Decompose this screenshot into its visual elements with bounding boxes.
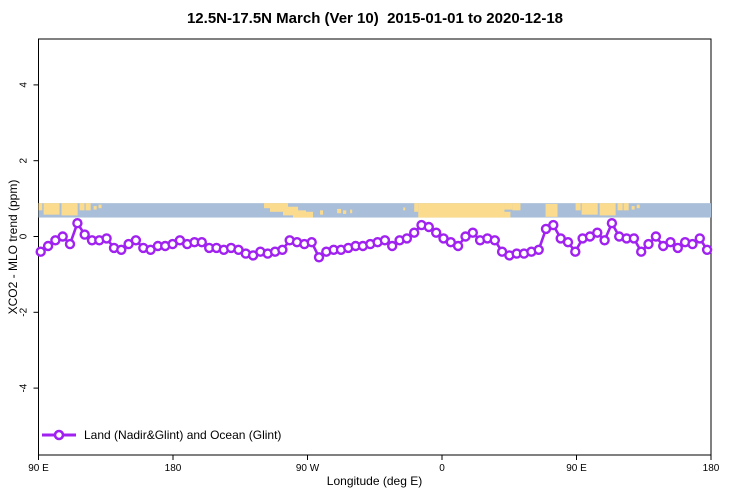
data-point xyxy=(130,235,142,246)
land-segment xyxy=(418,203,505,218)
data-point xyxy=(548,219,559,231)
land-segment xyxy=(403,207,406,211)
y-tick-label: 0 xyxy=(19,233,30,239)
legend-marker-icon xyxy=(42,429,76,441)
data-point xyxy=(599,235,610,246)
land-segment xyxy=(414,203,419,212)
data-point xyxy=(636,246,647,257)
data-point xyxy=(35,246,46,257)
data-point xyxy=(562,236,574,248)
land-segment xyxy=(61,203,78,216)
land-segment xyxy=(98,204,102,209)
land-segment xyxy=(504,203,513,210)
data-point xyxy=(409,227,420,238)
land-segment xyxy=(504,211,511,218)
land-segment xyxy=(581,203,598,215)
land-segment xyxy=(512,203,521,211)
x-tick-label: 180 xyxy=(703,463,720,474)
data-point xyxy=(467,227,478,238)
x-tick-label: 180 xyxy=(165,463,182,474)
y-axis-label: XCO2 - MLO trend (ppm) xyxy=(6,179,20,315)
legend-label: Land (Nadir&Glint) and Ocean (Glint) xyxy=(84,428,282,442)
data-point xyxy=(701,244,713,256)
land-segment xyxy=(264,203,272,209)
x-tick-label: 90 E xyxy=(28,463,49,474)
x-tick-label: 90 E xyxy=(566,463,587,474)
data-point xyxy=(489,235,500,246)
data-point xyxy=(643,238,654,250)
land-segment xyxy=(320,210,324,215)
data-point xyxy=(606,217,618,229)
data-point xyxy=(57,231,68,242)
data-point xyxy=(570,246,581,257)
data-point xyxy=(313,252,325,263)
data-point xyxy=(196,236,208,248)
legend: Land (Nadir&Glint) and Ocean (Glint) xyxy=(40,428,281,442)
land-segment xyxy=(545,203,558,217)
ocean-band xyxy=(38,203,711,218)
data-point xyxy=(379,235,391,246)
y-tick-label: 2 xyxy=(19,157,30,163)
data-point xyxy=(116,244,127,256)
data-point xyxy=(431,227,442,238)
x-tick-label: 90 W xyxy=(296,463,320,474)
land-segment xyxy=(631,206,635,210)
land-segment xyxy=(623,203,629,211)
land-segment xyxy=(636,204,640,209)
data-point xyxy=(79,229,90,240)
land-segment xyxy=(43,203,60,215)
data-point xyxy=(277,244,288,256)
data-point xyxy=(423,221,434,233)
land-segment xyxy=(343,210,347,214)
data-point xyxy=(401,233,413,244)
x-axis-label: Longitude (deg E) xyxy=(326,474,423,488)
data-point xyxy=(628,233,640,244)
y-tick-label: 4 xyxy=(19,82,30,88)
land-segment xyxy=(85,203,91,211)
chart-title: 12.5N-17.5N March (Ver 10) 2015-01-01 to… xyxy=(186,10,564,27)
data-point xyxy=(64,238,76,250)
data-point xyxy=(306,236,317,248)
land-segment xyxy=(293,210,307,218)
data-point xyxy=(592,227,603,238)
data-point xyxy=(72,217,83,229)
land-segment xyxy=(617,203,623,211)
land-segment xyxy=(93,206,97,210)
data-point xyxy=(42,240,54,252)
y-tick-label: -4 xyxy=(19,383,30,392)
land-segment xyxy=(599,203,616,216)
land-segment xyxy=(337,208,342,214)
data-point xyxy=(452,240,464,252)
data-point xyxy=(101,233,112,244)
land-segment xyxy=(350,209,353,214)
land-segment xyxy=(79,203,85,211)
land-segment xyxy=(306,211,314,218)
land-segment xyxy=(38,203,43,211)
data-point xyxy=(533,244,544,256)
data-point xyxy=(387,240,398,252)
data-point xyxy=(650,231,662,242)
y-tick-label: -2 xyxy=(19,307,30,316)
data-point xyxy=(694,233,705,244)
land-segment xyxy=(575,203,581,211)
data-point xyxy=(687,238,698,250)
land-segment xyxy=(269,203,289,212)
data-point xyxy=(672,242,683,254)
x-tick-label: 0 xyxy=(439,463,445,474)
land-segment xyxy=(282,206,299,216)
data-point xyxy=(665,236,676,248)
